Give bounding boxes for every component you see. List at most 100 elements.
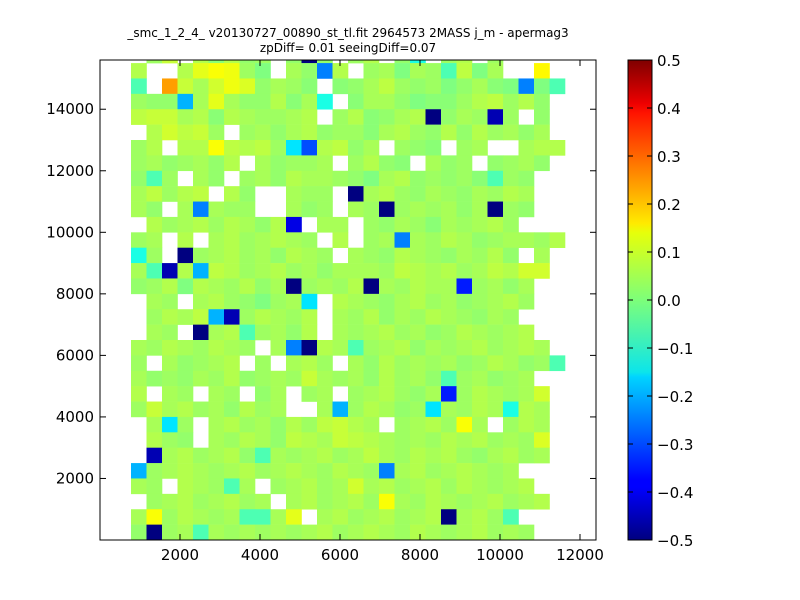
heatmap-cell <box>224 463 240 479</box>
heatmap-cell <box>193 186 209 202</box>
heatmap-cell <box>286 201 302 218</box>
heatmap-cell <box>146 278 163 295</box>
heatmap-cell <box>255 124 271 141</box>
heatmap-cell <box>146 186 163 202</box>
heatmap-cell <box>270 324 287 341</box>
heatmap-cell <box>146 232 163 248</box>
heatmap-cell <box>193 293 209 310</box>
heatmap-cell <box>332 493 349 510</box>
heatmap-cell <box>534 78 550 95</box>
heatmap-cell <box>425 447 442 464</box>
heatmap-cell <box>425 355 442 372</box>
heatmap-cell <box>208 124 225 141</box>
heatmap-cell <box>255 247 271 264</box>
colorbar-tick-label: 0.3 <box>657 148 681 166</box>
heatmap-cell <box>162 463 178 479</box>
heatmap-cell <box>503 432 519 448</box>
heatmap-cell <box>146 124 163 141</box>
heatmap-cell <box>255 278 271 295</box>
colorbar-ticks: 0.5 0.4 0.3 0.2 0.1 0.0 −0.1 −0.2 −0.3 −0.4 −0.5 <box>628 52 693 550</box>
heatmap-cell <box>317 170 333 187</box>
heatmap-cell <box>208 324 225 341</box>
heatmap-cell <box>224 340 240 356</box>
heatmap-cell <box>348 60 364 64</box>
heatmap-cell <box>270 247 287 264</box>
heatmap-cell <box>270 155 287 172</box>
heatmap-cell <box>379 493 395 510</box>
heatmap-cell <box>224 63 240 79</box>
heatmap-cell <box>239 324 256 341</box>
heatmap-cell <box>317 493 333 510</box>
heatmap-cell <box>503 201 519 218</box>
heatmap-cell <box>131 93 147 110</box>
heatmap-cell <box>487 355 504 372</box>
heatmap-cell <box>224 78 240 95</box>
heatmap-cell <box>394 324 411 341</box>
heatmap-cell <box>348 370 364 387</box>
heatmap-cell <box>332 232 349 248</box>
heatmap-cell <box>146 324 163 341</box>
colorbar-tick-label: 0.5 <box>657 52 681 70</box>
heatmap-cell <box>472 463 488 479</box>
heatmap-cell <box>394 355 411 372</box>
heatmap-cell <box>301 478 318 495</box>
heatmap-cell <box>239 78 256 95</box>
heatmap-cell <box>270 293 287 310</box>
heatmap-cell <box>379 324 395 341</box>
heatmap-cell <box>317 263 333 279</box>
heatmap-cell <box>379 355 395 372</box>
heatmap-cell <box>177 63 194 79</box>
heatmap-cell <box>224 232 240 248</box>
heatmap-cell <box>518 170 535 187</box>
heatmap-cell <box>379 401 395 418</box>
heatmap-cell <box>224 278 240 295</box>
heatmap-cell <box>286 63 302 79</box>
heatmap-cell <box>363 416 380 433</box>
heatmap-cell <box>441 401 457 418</box>
heatmap-cell <box>239 63 256 79</box>
heatmap-cell <box>208 63 225 79</box>
y-tick-label: 10000 <box>46 223 94 241</box>
chart-title-line2: zpDiff= 0.01 seeingDiff=0.07 <box>260 41 436 55</box>
heatmap-cell <box>441 216 457 233</box>
heatmap-cell <box>441 124 457 141</box>
heatmap-cell <box>410 416 426 433</box>
heatmap-cell <box>177 78 194 95</box>
heatmap-cell <box>270 216 287 233</box>
heatmap-cell <box>317 478 333 495</box>
heatmap-cell <box>162 370 178 387</box>
heatmap-cell <box>487 524 504 541</box>
heatmap-cell <box>441 93 457 110</box>
heatmap-cell <box>441 416 457 433</box>
heatmap-cell <box>301 140 318 156</box>
heatmap-cell <box>177 109 194 125</box>
heatmap-cell <box>441 463 457 479</box>
heatmap-cell <box>146 109 163 125</box>
heatmap-cell <box>394 432 411 448</box>
heatmap-cell <box>503 447 519 464</box>
heatmap-cell <box>348 140 364 156</box>
heatmap-cell <box>441 370 457 387</box>
heatmap-cell <box>177 140 194 156</box>
heatmap-cell <box>317 370 333 387</box>
heatmap-cell <box>487 78 504 95</box>
heatmap-cell <box>208 478 225 495</box>
heatmap-cell <box>131 247 147 264</box>
heatmap-cell <box>487 216 504 233</box>
heatmap-cell <box>425 247 442 264</box>
heatmap-cell <box>208 170 225 187</box>
heatmap-cell <box>270 232 287 248</box>
heatmap-cell <box>255 293 271 310</box>
heatmap-cell <box>348 324 364 341</box>
heatmap-cell <box>518 155 535 172</box>
heatmap-cell <box>131 170 147 187</box>
heatmap-cell <box>394 386 411 402</box>
heatmap-cell <box>379 232 395 248</box>
heatmap-cell <box>410 263 426 279</box>
heatmap-cell <box>472 247 488 264</box>
heatmap-cell <box>503 109 519 125</box>
heatmap-cell <box>301 93 318 110</box>
heatmap-cell <box>379 155 395 172</box>
heatmap-cell <box>255 216 271 233</box>
y-axis: 2000 4000 6000 8000 10000 12000 14000 <box>46 100 596 487</box>
